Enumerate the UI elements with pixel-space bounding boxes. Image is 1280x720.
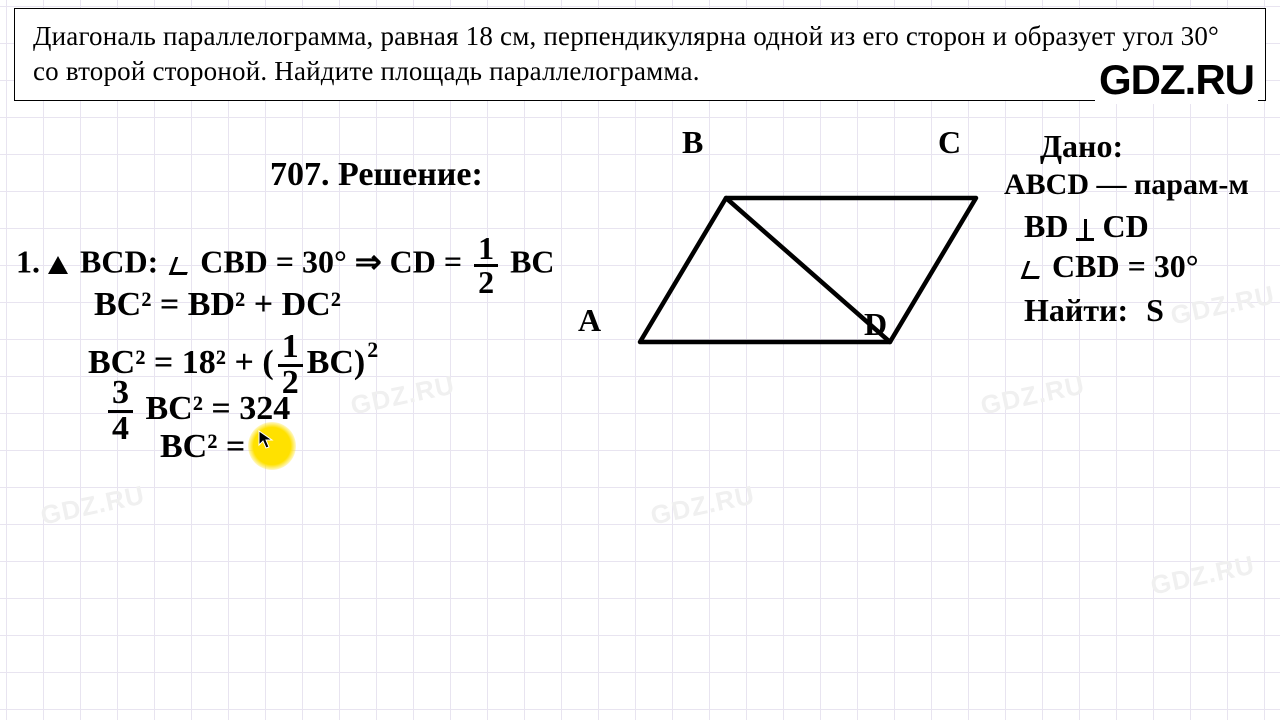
step1-b: BCD: <box>80 244 158 280</box>
vertex-label-d: D <box>864 308 887 340</box>
number-label: 707. <box>270 156 330 193</box>
step1-c: CBD <box>200 244 268 280</box>
step1-d: = 30° ⇒ CD = <box>276 244 462 280</box>
step3-c: BC) <box>307 344 366 381</box>
given-line-2: BD CD <box>1024 210 1149 242</box>
find-line: Найти: S <box>1024 294 1164 326</box>
fraction-3-4-icon: 3 4 <box>108 378 133 444</box>
step-5: BC² = <box>160 430 245 464</box>
vertex-label-b: B <box>682 126 703 158</box>
perpendicular-icon <box>1076 219 1094 241</box>
find-value: S <box>1146 292 1164 328</box>
fraction-half-icon: 1 2 <box>474 234 498 297</box>
given-l3a: CBD <box>1052 248 1120 284</box>
triangle-icon <box>48 256 68 274</box>
problem-number: 707. Решение: <box>270 158 483 192</box>
given-title: Дано: <box>1040 130 1123 162</box>
frac-num: 1 <box>474 234 498 267</box>
vertex-label-a: A <box>578 304 601 336</box>
given-line-1: ABCD — парам-м <box>1004 170 1249 200</box>
solution-label: Решение: <box>338 156 483 193</box>
parallelogram-diagram: A B C D <box>620 168 1000 358</box>
given-l2b: CD <box>1102 208 1148 244</box>
angle-icon <box>169 257 194 275</box>
frac-den: 4 <box>112 413 129 445</box>
step1-num: 1. <box>16 244 40 280</box>
given-line-3: CBD = 30° <box>1024 250 1199 282</box>
angle-icon <box>1021 261 1046 279</box>
step1-f: BC <box>510 244 554 280</box>
frac-num: 3 <box>108 378 133 413</box>
problem-text: Диагональ параллелограмма, равная 18 см,… <box>33 19 1247 88</box>
given-l3b: = 30° <box>1128 248 1199 284</box>
frac-num: 1 <box>278 332 303 367</box>
given-l1b: парам-м <box>1134 168 1249 201</box>
vertex-label-c: C <box>938 126 961 158</box>
given-l1a: ABCD — <box>1004 168 1127 201</box>
given-l2a: BD <box>1024 208 1068 244</box>
problem-statement-box: Диагональ параллелограмма, равная 18 см,… <box>14 8 1266 101</box>
frac-den: 2 <box>478 267 494 297</box>
find-label: Найти: <box>1024 292 1128 328</box>
step3-exp: 2 <box>367 337 378 362</box>
step-2: BC² = BD² + DC² <box>94 288 341 322</box>
step4-a: BC² = 324 <box>146 390 291 427</box>
site-logo: GDZ.RU <box>1095 56 1258 104</box>
